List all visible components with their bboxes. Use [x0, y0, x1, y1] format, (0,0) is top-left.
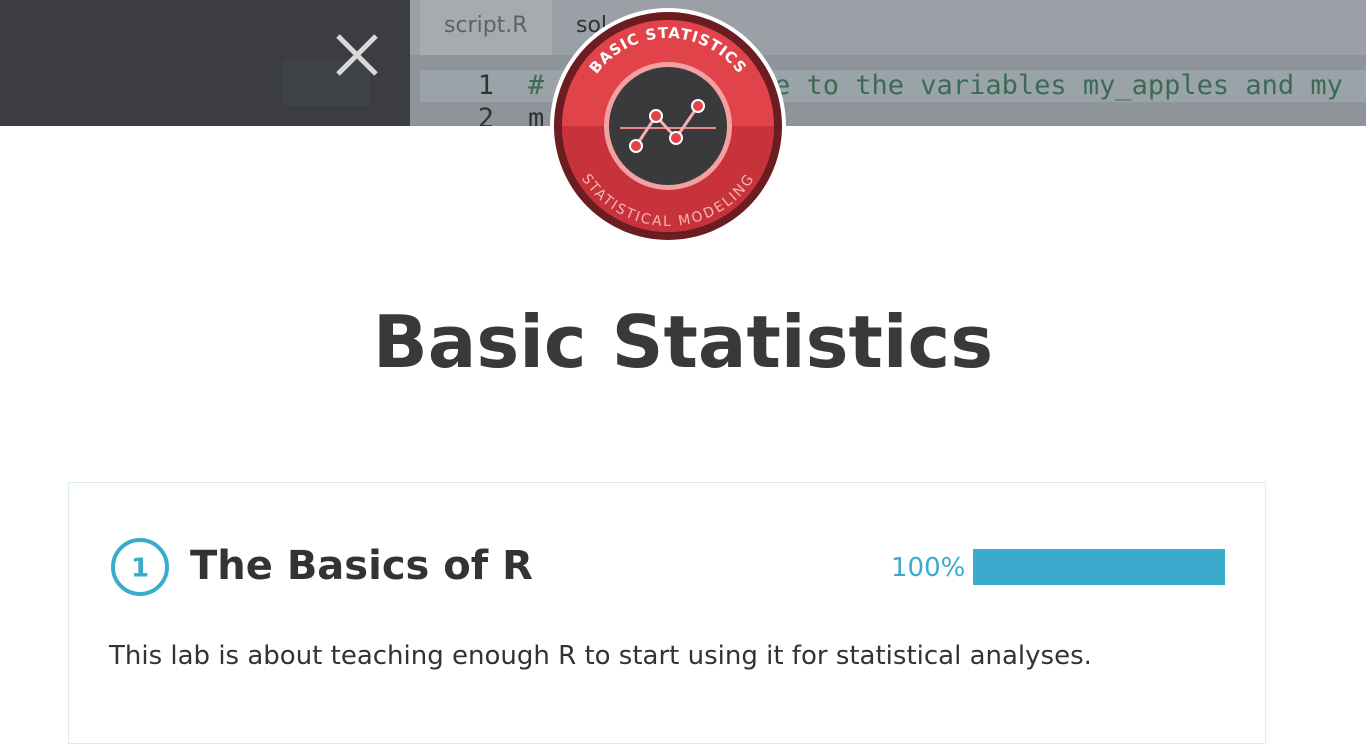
chapter-title[interactable]: The Basics of R — [190, 543, 533, 589]
code-line: m — [528, 103, 545, 126]
line-number: 1 — [477, 70, 494, 101]
progress-bar — [973, 549, 1225, 585]
button-ghost — [282, 60, 370, 106]
sidebar-overlay — [0, 0, 410, 126]
chapter-number-circle: 1 — [111, 538, 169, 596]
tab-bar: script.R sol — [410, 0, 1366, 55]
line-number: 2 — [477, 103, 494, 126]
chapter-number: 1 — [131, 554, 149, 584]
badge: BASIC STATISTICS STATISTICAL MODELING — [550, 8, 786, 244]
tab[interactable]: script.R — [420, 0, 552, 55]
code-line: e to the variables my_apples and my — [774, 70, 1343, 101]
chapter-description: This lab is about teaching enough R to s… — [109, 641, 1092, 671]
chapter-card: 1 The Basics of R 100% This lab is about… — [68, 482, 1266, 744]
editor: script.R sol 1 2 # e to the variables my… — [410, 0, 1366, 126]
code-line: # — [528, 70, 545, 101]
progress-track — [973, 549, 1225, 585]
progress-label: 100% — [891, 553, 966, 583]
course-title: Basic Statistics — [372, 300, 994, 384]
close-button[interactable] — [334, 32, 380, 78]
